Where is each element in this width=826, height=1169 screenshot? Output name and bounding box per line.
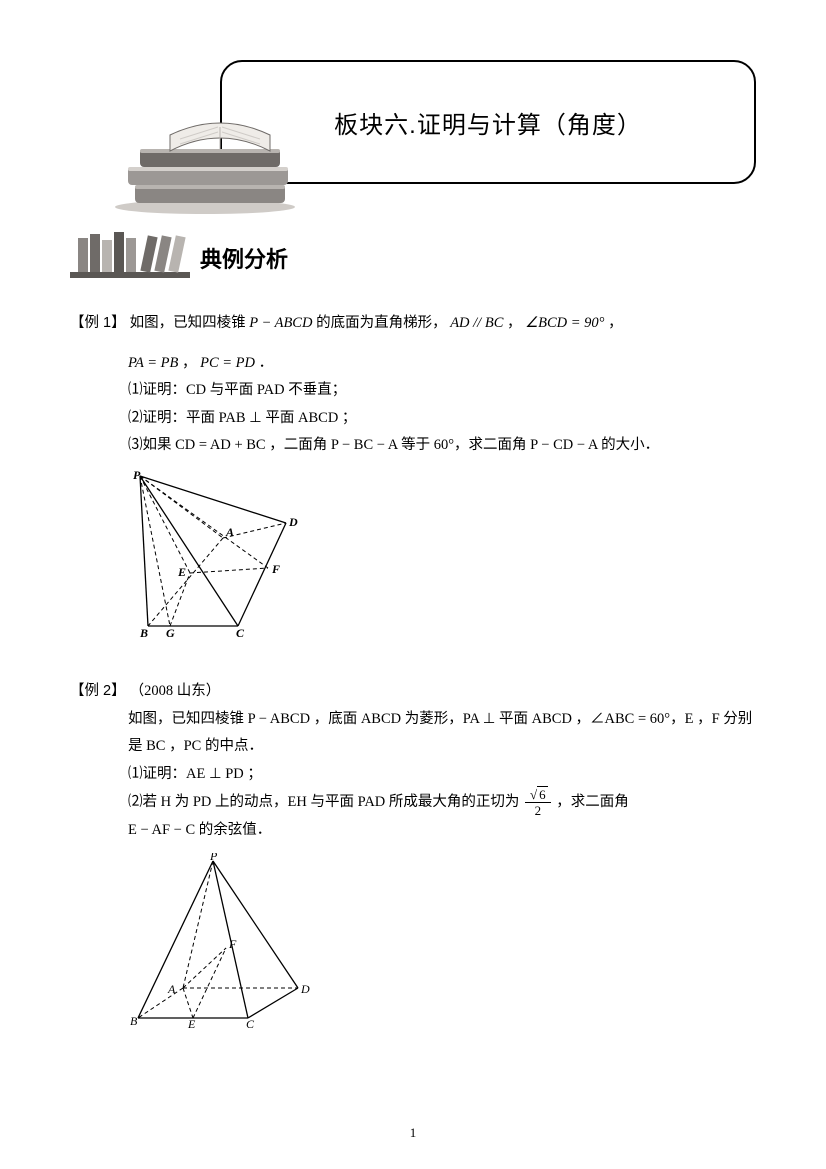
svg-text:D: D xyxy=(288,515,298,529)
page: 板块六.证明与计算（角度） xyxy=(0,0,826,1169)
example-2-item-2: ⑵若 H 为 PD 上的动点，EH 与平面 PAD 所成最大角的正切为 6 2 … xyxy=(128,788,756,817)
svg-text:A: A xyxy=(167,982,176,996)
example-2-figure: P A B C D E F xyxy=(128,853,756,1039)
example-1-body: PA = PB ， PC = PD ． ⑴证明：CD 与平面 PAD 不垂直； … xyxy=(70,350,756,649)
svg-text:G: G xyxy=(166,626,175,638)
example-2-item-2b: E − AF − C 的余弦值． xyxy=(128,817,756,845)
example-1-head: 【例 1】 如图，已知四棱锥 P − ABCD 的底面为直角梯形， AD // … xyxy=(70,310,756,338)
section-label: 典例分析 xyxy=(200,242,288,280)
example-1-item-2: ⑵证明：平面 PAB ⊥ 平面 ABCD ； xyxy=(128,405,756,433)
svg-text:D: D xyxy=(300,982,310,996)
example-1-item-1: ⑴证明：CD 与平面 PAD 不垂直； xyxy=(128,377,756,405)
svg-text:P: P xyxy=(133,468,141,482)
example-1-line2: PA = PB ， PC = PD ． xyxy=(128,350,756,378)
svg-text:B: B xyxy=(139,626,148,638)
svg-text:P: P xyxy=(209,853,218,863)
books-illustration-icon xyxy=(110,115,340,215)
example-2-head: 【例 2】 （2008 山东） xyxy=(70,678,756,706)
fraction-sqrt6-over-2: 6 2 xyxy=(525,788,551,817)
example-2-item-1: ⑴证明：AE ⊥ PD ； xyxy=(128,761,756,789)
example-1: 【例 1】 如图，已知四棱锥 P − ABCD 的底面为直角梯形， AD // … xyxy=(70,310,756,648)
svg-text:F: F xyxy=(228,937,237,951)
example-2-intro: 如图，已知四棱锥 P − ABCD ，底面 ABCD 为菱形，PA ⊥ 平面 A… xyxy=(128,706,756,761)
bookshelf-icon xyxy=(70,230,190,280)
header-block: 板块六.证明与计算（角度） xyxy=(70,60,756,200)
svg-text:C: C xyxy=(246,1017,255,1028)
title-text: 板块六.证明与计算（角度） xyxy=(334,105,642,140)
svg-text:E: E xyxy=(177,565,186,579)
example-1-item-3: ⑶如果 CD = AD + BC ，二面角 P − BC − A 等于 60°，… xyxy=(128,432,756,460)
svg-text:A: A xyxy=(225,525,234,539)
example-1-intro: 如图，已知四棱锥 P − ABCD 的底面为直角梯形， AD // BC ， ∠… xyxy=(130,310,623,338)
svg-text:E: E xyxy=(187,1017,196,1028)
pyramid-figure-2-icon: P A B C D E F xyxy=(128,853,318,1028)
example-2-tag: 【例 2】 xyxy=(70,678,126,706)
page-number: 1 xyxy=(0,1125,826,1141)
example-1-tag: 【例 1】 xyxy=(70,310,126,338)
svg-text:F: F xyxy=(271,562,280,576)
example-2-body: 如图，已知四棱锥 P − ABCD ，底面 ABCD 为菱形，PA ⊥ 平面 A… xyxy=(70,706,756,1039)
pyramid-figure-1-icon: P A D B C E F G xyxy=(128,468,308,638)
svg-text:C: C xyxy=(236,626,245,638)
svg-text:B: B xyxy=(130,1014,138,1028)
example-1-figure: P A D B C E F G xyxy=(128,468,756,649)
example-2-source: （2008 山东） xyxy=(130,678,221,706)
section-header: 典例分析 xyxy=(70,230,756,280)
example-2: 【例 2】 （2008 山东） 如图，已知四棱锥 P − ABCD ，底面 AB… xyxy=(70,678,756,1038)
